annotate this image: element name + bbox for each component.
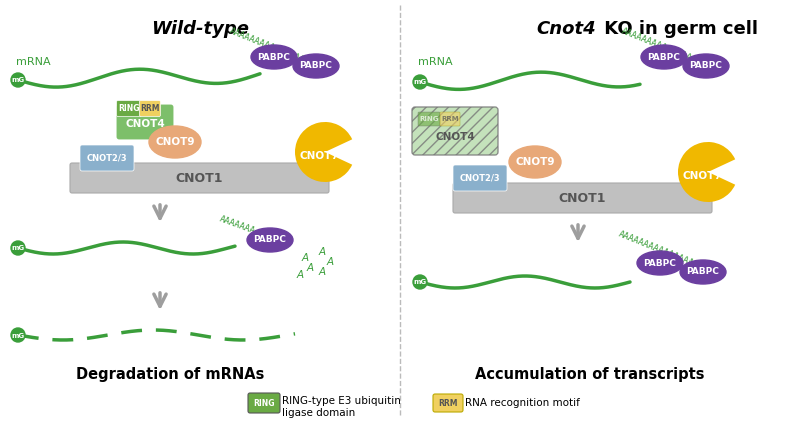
Text: CNOT1: CNOT1	[559, 192, 606, 204]
Text: mG: mG	[11, 78, 25, 83]
FancyBboxPatch shape	[140, 101, 161, 116]
Text: CNOT4: CNOT4	[435, 132, 475, 142]
FancyBboxPatch shape	[70, 163, 329, 193]
FancyBboxPatch shape	[412, 107, 498, 155]
Text: RING: RING	[253, 398, 275, 408]
Text: KO in germ cell: KO in germ cell	[598, 20, 758, 38]
Text: A: A	[319, 247, 325, 257]
Text: AAAAAAA: AAAAAAA	[218, 215, 256, 236]
Wedge shape	[678, 142, 735, 202]
Text: PABPC: PABPC	[647, 52, 681, 61]
Ellipse shape	[637, 251, 683, 275]
Text: CNOT9: CNOT9	[155, 137, 195, 147]
Circle shape	[11, 241, 25, 255]
Text: CNOT4: CNOT4	[125, 119, 165, 129]
Text: mRNA: mRNA	[16, 57, 50, 67]
Ellipse shape	[247, 228, 293, 252]
Circle shape	[11, 328, 25, 342]
Ellipse shape	[509, 146, 561, 178]
Text: mG: mG	[11, 245, 25, 251]
Ellipse shape	[149, 126, 201, 158]
Text: Wild-type: Wild-type	[151, 20, 249, 38]
Circle shape	[413, 275, 427, 289]
FancyBboxPatch shape	[440, 112, 460, 126]
Text: PABPC: PABPC	[690, 61, 722, 70]
Text: PABPC: PABPC	[300, 61, 332, 70]
Text: A: A	[307, 263, 313, 273]
Text: PABPC: PABPC	[686, 268, 719, 276]
Text: RING: RING	[118, 104, 140, 113]
FancyBboxPatch shape	[453, 165, 507, 191]
FancyBboxPatch shape	[418, 112, 440, 126]
Text: RNA recognition motif: RNA recognition motif	[465, 398, 580, 408]
Text: Accumulation of transcripts: Accumulation of transcripts	[475, 368, 705, 383]
Text: RRM: RRM	[438, 398, 458, 408]
Ellipse shape	[251, 45, 297, 69]
FancyBboxPatch shape	[248, 393, 280, 413]
Text: CNOT9: CNOT9	[515, 157, 555, 167]
Circle shape	[11, 73, 25, 87]
Ellipse shape	[680, 260, 726, 284]
Ellipse shape	[683, 54, 729, 78]
Text: A: A	[319, 267, 325, 277]
Text: RING: RING	[419, 116, 439, 122]
Text: AAAAAAAAAAAAAAA: AAAAAAAAAAAAAAA	[228, 26, 306, 65]
Text: CNOT7: CNOT7	[299, 151, 339, 161]
Wedge shape	[295, 122, 352, 182]
FancyBboxPatch shape	[117, 101, 141, 116]
Ellipse shape	[641, 45, 687, 69]
Text: PABPC: PABPC	[257, 52, 291, 61]
Text: PABPC: PABPC	[643, 259, 677, 268]
Text: PABPC: PABPC	[253, 236, 286, 245]
Text: A: A	[296, 270, 304, 280]
FancyBboxPatch shape	[433, 394, 463, 412]
Text: RRM: RRM	[441, 116, 459, 122]
Text: Cnot4: Cnot4	[536, 20, 596, 38]
Text: CNOT2/3: CNOT2/3	[459, 173, 500, 182]
FancyBboxPatch shape	[453, 183, 712, 213]
Text: mRNA: mRNA	[418, 57, 452, 67]
Ellipse shape	[293, 54, 339, 78]
Text: CNOT1: CNOT1	[176, 172, 223, 184]
Text: RRM: RRM	[141, 104, 160, 113]
Text: CNOT2/3: CNOT2/3	[86, 153, 127, 162]
FancyBboxPatch shape	[80, 145, 134, 171]
Text: RING-type E3 ubiquitin
ligase domain: RING-type E3 ubiquitin ligase domain	[282, 396, 401, 417]
Text: mG: mG	[413, 279, 427, 285]
Text: CNOT7: CNOT7	[682, 171, 721, 181]
Circle shape	[413, 75, 427, 89]
Text: Degradation of mRNAs: Degradation of mRNAs	[76, 368, 264, 383]
Text: mG: mG	[413, 80, 427, 86]
Text: A: A	[301, 253, 308, 263]
Text: AAAAAAAAAAAAAAA: AAAAAAAAAAAAAAA	[620, 26, 698, 65]
Text: A: A	[327, 257, 333, 267]
Text: mG: mG	[11, 333, 25, 339]
FancyBboxPatch shape	[116, 104, 174, 140]
Text: AAAAAAAAAAAAAAA: AAAAAAAAAAAAAAA	[617, 230, 695, 268]
